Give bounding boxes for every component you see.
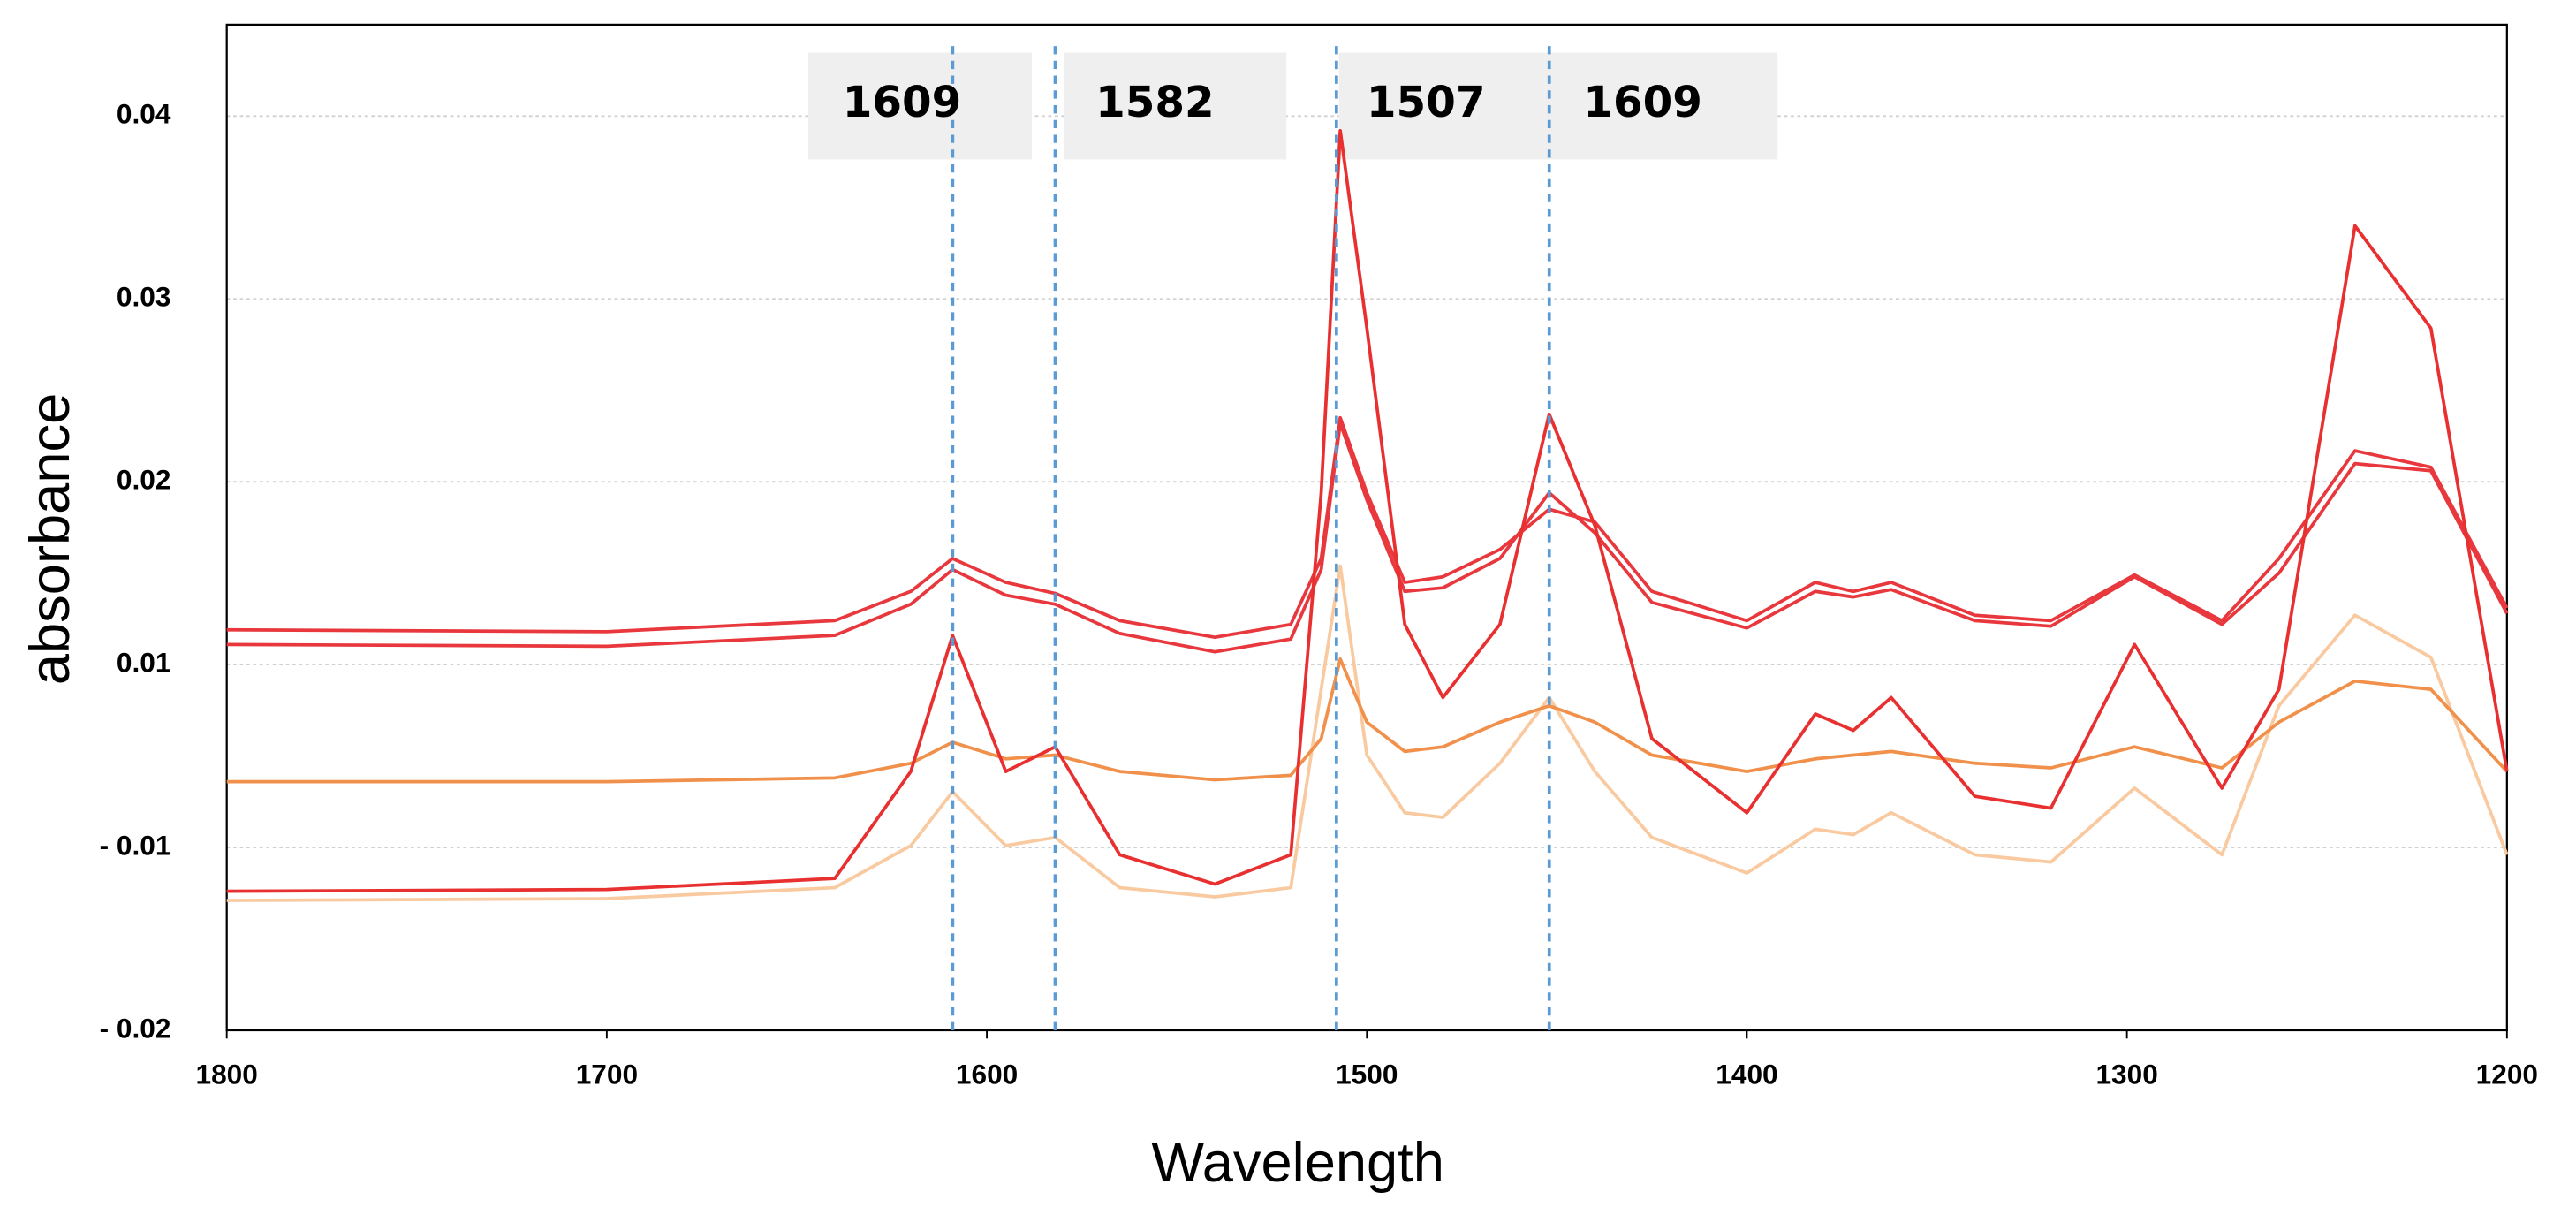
annotation-box [1338,52,1545,160]
annotation-label: 1507 [1367,78,1486,127]
annotation-label: 1609 [843,78,962,127]
x-tick-label: 1400 [1716,1058,1777,1090]
x-tick-label: 1700 [576,1058,638,1090]
y-tick-label: - 0.02 [100,1012,171,1044]
y-tick-label: 0.03 [117,281,171,313]
annotation-box [1064,52,1287,160]
series-line [226,657,2509,784]
series-line [226,415,2509,640]
series-line [226,128,2509,893]
series-line [226,564,2509,902]
annotation-box [807,52,1032,160]
annotation-box [1544,52,1778,160]
annotation-label: 1582 [1095,78,1215,127]
x-tick-label: 1600 [956,1058,1018,1090]
y-tick-label: - 0.01 [100,829,171,861]
x-tick-label: 1300 [2095,1058,2157,1090]
series-line [226,421,2509,654]
x-tick-label: 1200 [2476,1058,2538,1090]
x-axis-title: Wavelength [1151,1132,1444,1194]
y-tick-label: 0.04 [117,98,171,130]
y-tick-label: 0.01 [117,646,171,678]
y-axis-title: absorbance [19,393,81,685]
x-tick-label: 1500 [1336,1058,1398,1090]
x-tick-label: 1800 [196,1058,258,1090]
plot-frame [225,23,2508,1032]
annotation-label: 1609 [1583,78,1702,127]
y-tick-label: 0.02 [117,464,171,496]
